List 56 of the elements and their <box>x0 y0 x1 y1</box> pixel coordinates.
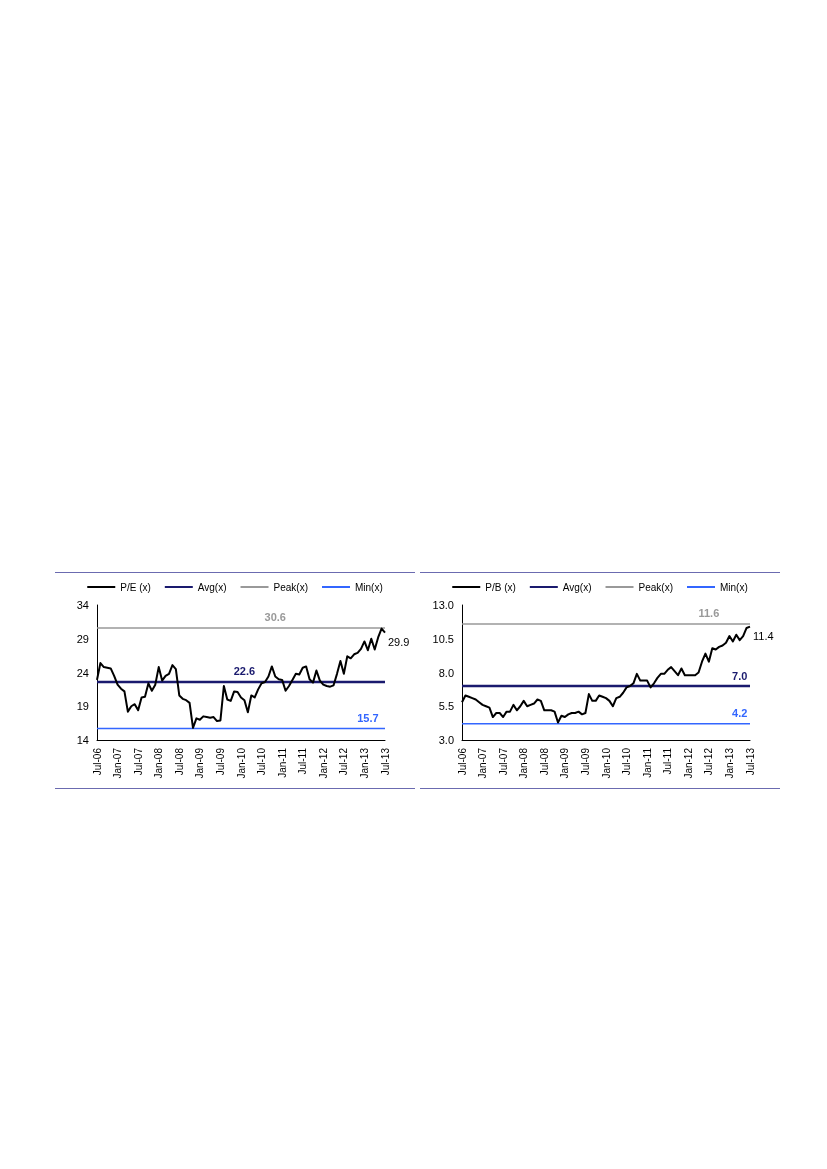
x-tick-label: Jan-13 <box>358 747 370 779</box>
data-label: 4.2 <box>732 707 748 720</box>
data-label: 11.4 <box>753 629 774 642</box>
y-tick-label: 5.5 <box>438 700 454 713</box>
y-tick-label: 29 <box>76 632 89 645</box>
legend-label: Peak(x) <box>638 581 673 593</box>
x-tick-label: Jul-10 <box>256 747 268 776</box>
x-tick-label: Jan-11 <box>641 747 653 778</box>
legend-label: Avg(x) <box>562 581 592 593</box>
y-tick-label: 24 <box>76 666 89 679</box>
legend-label: Min(x) <box>354 581 383 593</box>
x-tick-label: Jul-07 <box>132 747 144 776</box>
y-tick-label: 3.0 <box>438 734 454 746</box>
x-tick-label: Jul-09 <box>579 747 591 776</box>
data-label: 29.9 <box>388 635 410 648</box>
x-tick-label: Jul-07 <box>497 747 509 776</box>
x-tick-label: Jul-11 <box>662 747 674 775</box>
legend-label: Min(x) <box>719 581 748 593</box>
y-tick-label: 10.5 <box>432 632 454 645</box>
x-tick-label: Jan-07 <box>477 747 489 779</box>
x-tick-label: Jul-10 <box>621 747 633 776</box>
y-tick-label: 19 <box>76 700 89 713</box>
x-tick-label: Jan-09 <box>559 747 571 779</box>
y-tick-label: 8.0 <box>438 666 454 679</box>
data-label: 11.6 <box>698 607 720 620</box>
data-label: 7.0 <box>732 669 748 682</box>
x-tick-label: Jan-10 <box>600 747 612 779</box>
x-tick-label: Jul-11 <box>297 747 309 775</box>
data-label: 15.7 <box>357 712 379 725</box>
x-tick-label: Jul-08 <box>538 747 550 776</box>
x-tick-label: Jul-06 <box>456 747 468 776</box>
x-tick-label: Jul-06 <box>91 747 103 776</box>
x-tick-label: Jan-09 <box>194 747 206 779</box>
x-tick-label: Jul-13 <box>744 747 756 776</box>
data-label: 22.6 <box>233 665 256 678</box>
x-tick-label: Jul-12 <box>703 747 715 776</box>
x-tick-label: Jan-11 <box>276 747 288 778</box>
x-tick-label: Jan-08 <box>518 747 530 779</box>
y-tick-label: 34 <box>76 599 89 611</box>
x-tick-label: Jul-12 <box>338 747 350 776</box>
x-tick-label: Jul-08 <box>173 747 185 776</box>
x-tick-label: Jan-07 <box>112 747 124 779</box>
x-tick-label: Jul-09 <box>214 747 226 776</box>
x-tick-label: Jan-13 <box>723 747 735 779</box>
x-tick-label: Jan-10 <box>235 747 247 779</box>
x-tick-label: Jul-13 <box>379 747 391 776</box>
legend-label: P/E (x) <box>120 581 151 593</box>
data-label: 30.6 <box>264 611 286 624</box>
y-tick-label: 13.0 <box>432 599 454 611</box>
legend-label: Peak(x) <box>273 581 308 593</box>
x-tick-label: Jan-12 <box>317 747 329 779</box>
x-tick-label: Jan-08 <box>153 747 165 779</box>
legend-label: Avg(x) <box>197 581 227 593</box>
y-tick-label: 14 <box>76 734 89 746</box>
x-tick-label: Jan-12 <box>682 747 694 779</box>
legend-label: P/B (x) <box>485 581 516 593</box>
